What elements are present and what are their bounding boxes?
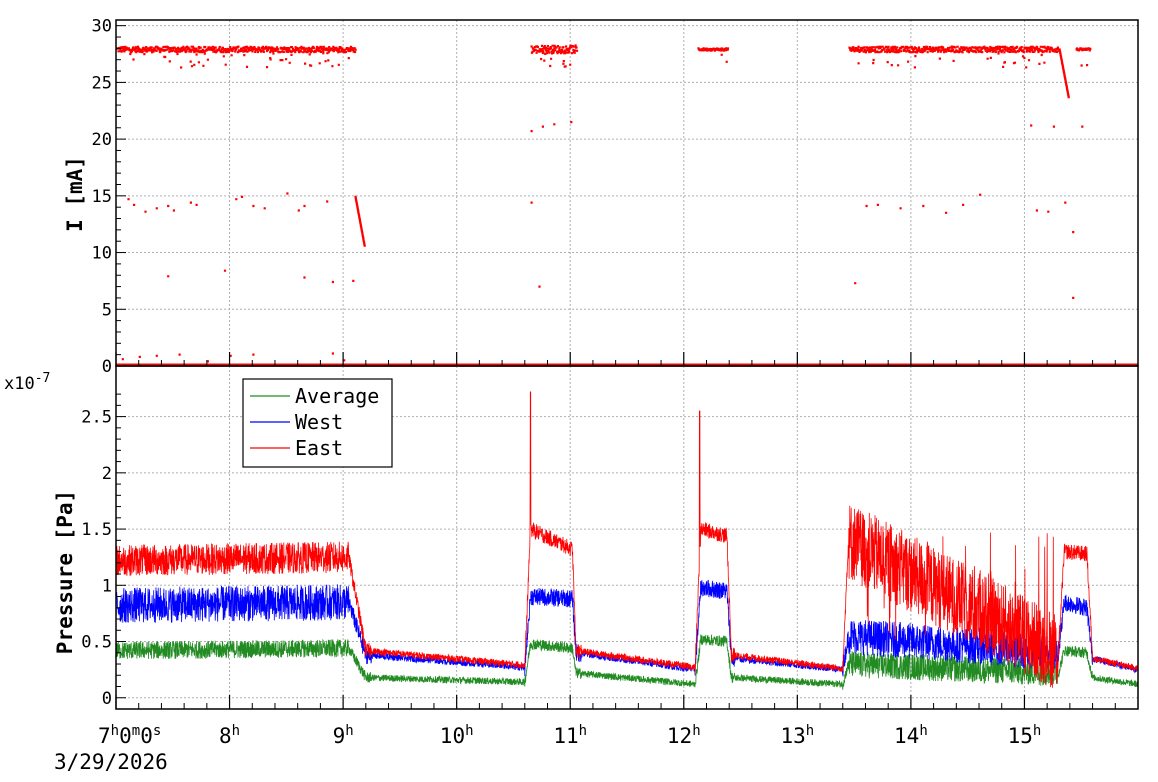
date-label: 3/29/2026 — [54, 750, 168, 774]
pressure-panel: 0 0.5 1 1.5 2 2.5 Pressure [Pa] x10-7 — [4, 365, 1139, 710]
pressure-y-ticks: 0 0.5 1 1.5 2 2.5 — [81, 393, 126, 709]
time-tick-hour: 13 — [780, 724, 805, 748]
pressure-multiplier-label: x10-7 — [4, 371, 50, 394]
time-tick-label: 14h — [894, 723, 928, 748]
current-y-ticks: 0 5 10 15 20 25 30 — [92, 17, 126, 377]
current-panel: 0 5 10 15 20 25 30 I [mA] — [63, 17, 1139, 377]
time-tick-hour: 14 — [894, 724, 919, 748]
time-tick-unit: h — [806, 723, 814, 739]
time-tick-unit: h — [692, 723, 700, 739]
time-tick-label: 11h — [553, 723, 587, 748]
multiplier-exponent: -7 — [35, 371, 51, 386]
time-tick-hour: 8 — [219, 724, 232, 748]
current-y-tick-label: 25 — [92, 73, 112, 93]
pressure-y-tick-label: 0 — [102, 689, 112, 709]
pressure-y-tick-label: 1 — [102, 576, 112, 596]
time-tick-unit: h — [1033, 723, 1041, 739]
time-tick-label: 15h — [1008, 723, 1042, 748]
time-tick-hour: 9 — [333, 724, 346, 748]
current-y-tick-label: 0 — [102, 357, 112, 377]
legend-label-east: East — [295, 436, 343, 460]
current-frame — [115, 19, 1139, 367]
pressure-y-tick-label: 2 — [102, 464, 112, 484]
pressure-y-tick-label: 0.5 — [81, 633, 112, 653]
current-data — [116, 44, 1138, 367]
current-y-tick-label: 10 — [92, 244, 112, 264]
time-tick-unit: h — [579, 723, 587, 739]
time-tick-unit: s — [153, 723, 161, 739]
time-tick-hour: 7 — [98, 724, 111, 748]
pressure-frame — [115, 365, 1139, 710]
current-y-tick-label: 15 — [92, 187, 112, 207]
time-tick-hour: 15 — [1008, 724, 1033, 748]
current-y-tick-label: 5 — [102, 300, 112, 320]
legend-label-west: West — [295, 410, 343, 434]
pressure-series-east — [115, 391, 1139, 688]
time-tick-hour: 10 — [440, 724, 465, 748]
time-tick-unit: h — [232, 723, 240, 739]
time-tick-unit: h — [465, 723, 473, 739]
time-tick-label: 8h — [219, 723, 240, 748]
time-tick-unit: m — [132, 723, 140, 739]
time-tick-hour: 11 — [553, 724, 578, 748]
time-tick-label: 12h — [667, 723, 701, 748]
legend-label-average: Average — [295, 384, 379, 408]
time-tick-label: 7h0m0s — [98, 723, 161, 748]
time-tick-unit: h — [111, 723, 119, 739]
time-tick-unit: h — [919, 723, 927, 739]
pressure-series-average — [115, 634, 1139, 690]
current-points — [116, 44, 1092, 363]
multiplier-base: x10 — [4, 374, 35, 394]
pressure-data — [115, 391, 1139, 690]
time-tick-unit: h — [345, 723, 353, 739]
legend-box — [242, 378, 393, 468]
time-tick-second: 0 — [140, 724, 153, 748]
pressure-y-tick-label: 2.5 — [81, 408, 112, 428]
current-y-tick-label: 30 — [92, 17, 112, 37]
pressure-y-tick-label: 1.5 — [81, 520, 112, 540]
time-tick-hour: 12 — [667, 724, 692, 748]
current-axis-title: I [mA] — [63, 156, 87, 232]
time-tick-label: 9h — [333, 723, 354, 748]
time-tick-minute: 0 — [119, 724, 132, 748]
time-axis: 7h0m0s 8h 9h 10h 11h 12h 13h 14h 15h — [98, 352, 1116, 748]
current-y-tick-label: 20 — [92, 130, 112, 150]
time-tick-label: 13h — [780, 723, 814, 748]
time-tick-label: 10h — [440, 723, 474, 748]
pressure-axis-title: Pressure [Pa] — [53, 490, 77, 654]
current-grid — [116, 20, 1138, 366]
